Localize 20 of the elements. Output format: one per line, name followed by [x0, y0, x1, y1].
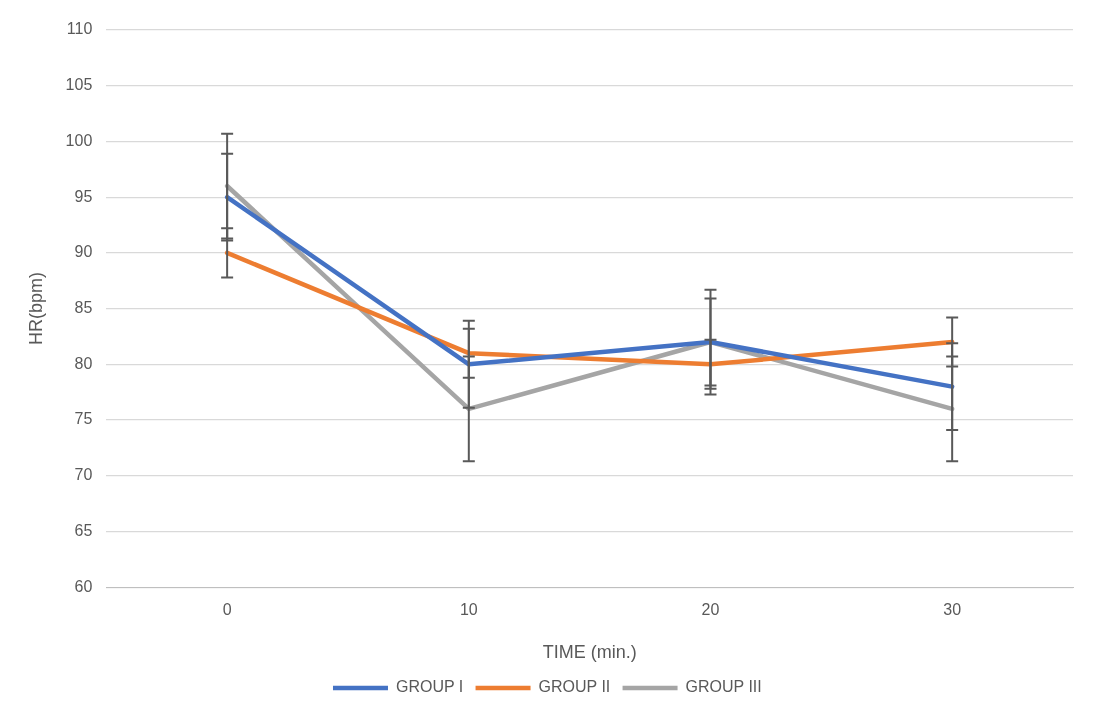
y-tick-label: 105 — [65, 76, 93, 94]
y-tick-label: 75 — [74, 410, 93, 428]
x-tick-label: 30 — [943, 601, 962, 619]
y-tick-label: 95 — [74, 187, 93, 205]
y-tick-label: 90 — [74, 243, 93, 261]
x-tick-label: 10 — [459, 601, 478, 619]
legend-label: GROUP II — [538, 678, 611, 696]
x-tick-label: 0 — [222, 601, 232, 619]
y-axis-title: HR(bpm) — [25, 272, 46, 346]
y-tick-label: 100 — [65, 131, 93, 149]
legend-label: GROUP I — [395, 678, 464, 696]
y-tick-label: 70 — [74, 466, 93, 484]
legend-label: GROUP III — [685, 678, 762, 696]
x-tick-label: 20 — [701, 601, 720, 619]
y-tick-label: 60 — [74, 577, 93, 595]
x-axis-title: TIME (min.) — [542, 642, 637, 663]
y-tick-label: 85 — [74, 299, 93, 317]
y-tick-label: 110 — [66, 20, 93, 38]
y-tick-label: 65 — [74, 521, 93, 539]
y-tick-label: 80 — [74, 354, 93, 372]
